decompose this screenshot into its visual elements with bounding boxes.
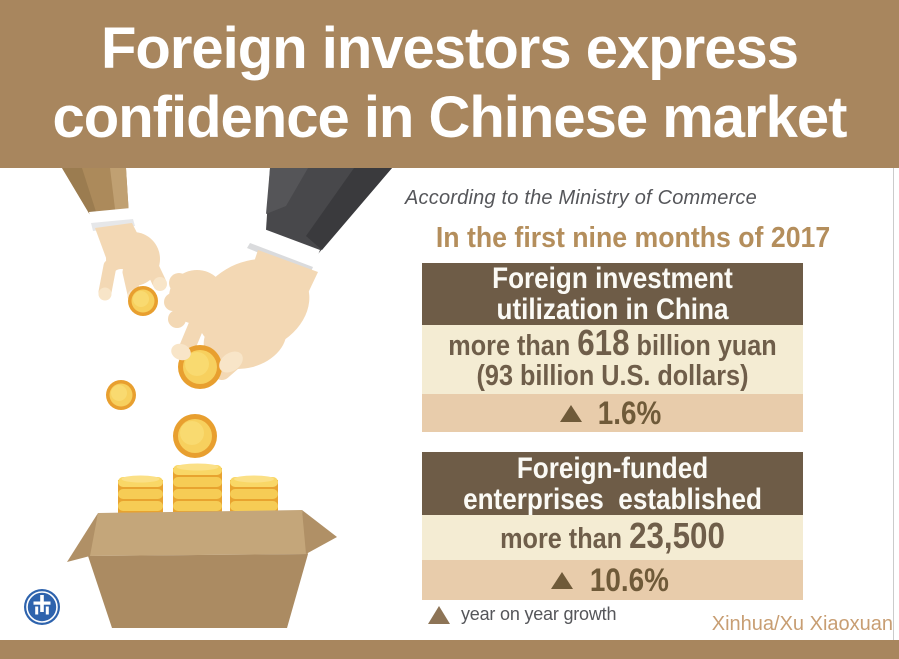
poster-title-line2: confidence in Chinese market: [52, 85, 848, 150]
coin-falling-small: [106, 380, 136, 410]
growth-value: 10.6%: [589, 561, 669, 598]
panel-enterprises-value: more than 23,500: [422, 515, 803, 560]
left-arm-sleeve: [62, 168, 135, 231]
value-highlight: 23,500: [629, 515, 725, 556]
panel-enterprises-value-line1: more than 23,500: [447, 518, 778, 555]
growth-value: 1.6%: [597, 394, 661, 431]
coins-into-box-illustration: [24, 168, 392, 628]
attribution-text: According to the Ministry of Commerce: [405, 187, 757, 209]
xinhua-logo-icon: [24, 589, 60, 625]
left-hand: [95, 223, 167, 303]
panel-enterprises-growth: 10.6%: [422, 560, 803, 600]
legend: year on year growth: [428, 604, 616, 625]
period-heading: In the first nine months of 2017: [435, 222, 831, 254]
value-prefix: more than: [500, 523, 630, 555]
panel-investment-growth: 1.6%: [422, 394, 803, 432]
right-edge-divider: [893, 168, 894, 640]
bottom-bar: [0, 640, 899, 659]
panel-investment-title: Foreign investment utilization in China: [422, 263, 803, 325]
header-banner: Foreign investors express confidence in …: [0, 0, 899, 168]
right-arm-sleeve: [247, 168, 392, 274]
legend-label: year on year growth: [461, 604, 617, 624]
poster-title-line1: Foreign investors express: [100, 16, 799, 81]
panel-investment-value-line2: (93 billion U.S. dollars): [476, 360, 749, 392]
panel-investment-value: more than 618 billion yuan (93 billion U…: [422, 325, 803, 394]
up-triangle-icon: [550, 571, 573, 589]
coin-large-held: [171, 343, 243, 389]
coin-small-held: [128, 286, 158, 316]
up-triangle-icon: [559, 404, 582, 422]
value-suffix: billion yuan: [629, 330, 777, 362]
up-triangle-icon: [428, 605, 450, 624]
stat-panel-enterprises: Foreign-funded enterprises established m…: [422, 452, 803, 600]
right-hand: [164, 250, 318, 380]
panel-enterprises-title: Foreign-funded enterprises established: [422, 452, 803, 515]
panel-investment-title-line1: Foreign investment: [492, 262, 733, 295]
value-highlight: 618: [577, 322, 630, 363]
credit-text: Xinhua/Xu Xiaoxuan: [711, 613, 893, 635]
stat-panel-investment: Foreign investment utilization in China …: [422, 263, 803, 432]
panel-investment-value-line1: more than 618 billion yuan: [447, 325, 778, 362]
cardboard-box: [67, 510, 337, 628]
panel-enterprises-title-line1: Foreign-funded: [516, 451, 709, 485]
panel-investment-title-line2: utilization in China: [496, 293, 729, 326]
panel-enterprises-title-line2: enterprises established: [463, 482, 762, 516]
coin-falling-large: [173, 414, 217, 458]
value-prefix: more than: [448, 330, 578, 362]
